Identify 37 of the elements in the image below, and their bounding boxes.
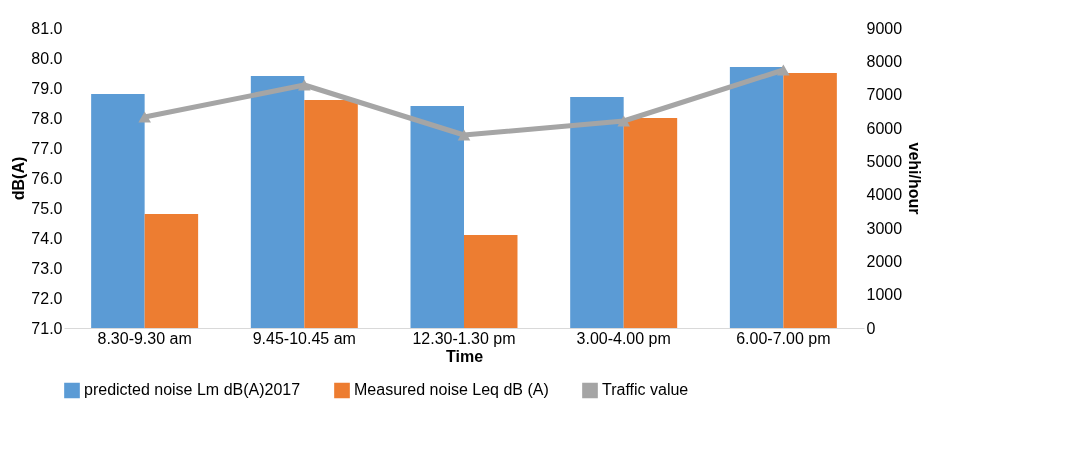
y-tick-label: 74.0 <box>31 229 63 247</box>
point <box>138 111 151 123</box>
y-tick-label: 80.0 <box>31 49 63 67</box>
y-tick-label: 78.0 <box>31 109 63 127</box>
y2-tick-label: 5000 <box>866 152 903 170</box>
y-tick-label: 77.0 <box>31 139 63 157</box>
y-tick-label: 81.0 <box>31 19 63 37</box>
point <box>777 64 790 76</box>
legend-label: Traffic value <box>602 381 689 399</box>
y-tick-label: 72.0 <box>31 289 63 307</box>
y2-tick-label: 6000 <box>866 119 903 137</box>
y-axis-title: dB(A) <box>10 156 28 201</box>
y2-tick-label: 4000 <box>866 186 903 204</box>
y2-tick-label: 7000 <box>866 86 903 104</box>
point <box>297 79 311 91</box>
y2-tick-label: 8000 <box>866 52 903 70</box>
y2-tick-label: 1000 <box>866 286 903 304</box>
x-tick-label: 3.00-4.00 pm <box>576 329 671 347</box>
y2-axis-title: vehi/hour <box>906 142 924 215</box>
x-tick-label: 12.30-1.30 pm <box>412 329 516 347</box>
legend-label: Measured noise Leq dB (A) <box>354 381 549 399</box>
y2-tick-label: 2000 <box>866 252 903 270</box>
point <box>617 115 631 127</box>
y-tick-label: 73.0 <box>31 259 63 277</box>
legend-label: predicted noise Lm dB(A)2017 <box>84 381 301 399</box>
x-tick-label: 9.45-10.45 am <box>252 329 356 347</box>
y2-tick-label: 0 <box>866 319 876 337</box>
y-tick-label: 71.0 <box>31 319 63 337</box>
y2-tick-label: 9000 <box>866 19 903 37</box>
x-tick-label: 8.30-9.30 am <box>97 329 192 347</box>
point <box>457 129 471 141</box>
x-axis-title: Time <box>445 347 484 365</box>
y-tick-label: 76.0 <box>31 169 63 187</box>
x-tick-label: 6.00-7.00 pm <box>736 329 831 347</box>
y-tick-label: 79.0 <box>31 79 63 97</box>
y-tick-label: 75.0 <box>31 199 63 217</box>
y2-tick-label: 3000 <box>866 219 903 237</box>
